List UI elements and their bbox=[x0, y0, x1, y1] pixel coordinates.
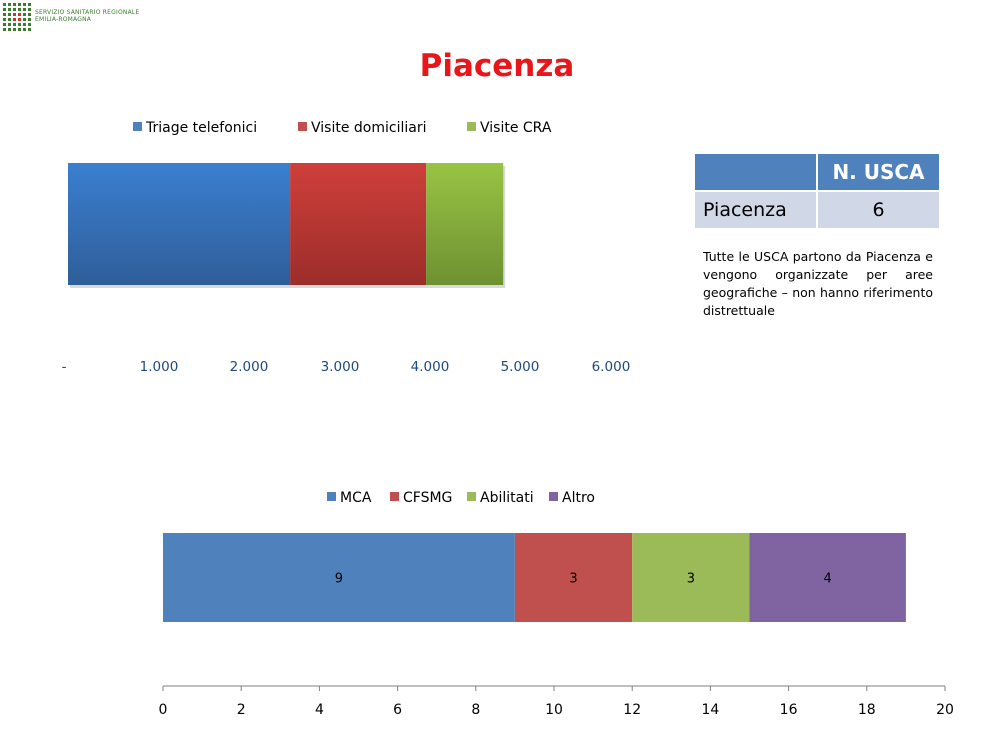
bar-altro bbox=[749, 533, 906, 622]
data-label-abilitati: 3 bbox=[687, 572, 695, 587]
legend-swatch-mca bbox=[327, 492, 336, 501]
x-tick-label: 5.000 bbox=[501, 359, 540, 375]
bar-abilitati bbox=[632, 533, 750, 622]
legend-swatch-triage bbox=[133, 122, 142, 131]
org-line-2: EMILIA-ROMAGNA bbox=[35, 16, 92, 23]
bar-visite-domiciliari bbox=[290, 163, 427, 285]
data-label-altro: 4 bbox=[824, 572, 832, 587]
bar-visite-cra bbox=[426, 163, 504, 285]
legend-label-triage: Triage telefonici bbox=[145, 120, 257, 136]
bar-triage bbox=[68, 163, 291, 285]
x-tick-label: 10 bbox=[545, 702, 563, 718]
usca-note: Tutte le USCA partono da Piacenza e veng… bbox=[703, 249, 933, 318]
legend-label-cfsmg: CFSMG bbox=[403, 490, 452, 506]
legend-swatch-altro bbox=[549, 492, 558, 501]
legend-swatch-visite-domiciliari bbox=[298, 122, 307, 131]
usca-table: N. USCA Piacenza 6 bbox=[693, 152, 941, 230]
x-tick-label: 1.000 bbox=[140, 359, 179, 375]
legend-label-mca: MCA bbox=[340, 490, 372, 506]
x-tick-label: 14 bbox=[701, 702, 719, 718]
x-tick-label: 4.000 bbox=[411, 359, 450, 375]
page-title: Piacenza bbox=[419, 48, 575, 84]
x-tick-label: 3.000 bbox=[321, 359, 360, 375]
legend-label-visite-domiciliari: Visite domiciliari bbox=[311, 120, 426, 136]
legend-swatch-cfsmg bbox=[390, 492, 399, 501]
x-tick-label: 0 bbox=[159, 702, 168, 718]
data-label-mca: 9 bbox=[335, 572, 343, 587]
legend-label-altro: Altro bbox=[562, 490, 595, 506]
x-tick-label: 16 bbox=[780, 702, 798, 718]
x-tick-label: - bbox=[62, 359, 67, 375]
org-line-1: SERVIZIO SANITARIO REGIONALE bbox=[35, 9, 140, 16]
x-tick-label: 8 bbox=[471, 702, 480, 718]
bar-mca bbox=[163, 533, 515, 622]
legend-label-visite-cra: Visite CRA bbox=[480, 120, 552, 136]
legend-label-abilitati: Abilitati bbox=[480, 490, 534, 506]
x-tick-label: 2 bbox=[237, 702, 246, 718]
x-tick-label: 6.000 bbox=[592, 359, 631, 375]
org-name: SERVIZIO SANITARIO REGIONALE EMILIA-ROMA… bbox=[35, 9, 139, 23]
bar-cfsmg bbox=[514, 533, 633, 622]
x-tick-label: 12 bbox=[623, 702, 641, 718]
table-header-usca: N. USCA bbox=[816, 152, 941, 192]
legend-swatch-abilitati bbox=[467, 492, 476, 501]
table-row-value: 6 bbox=[816, 190, 941, 230]
x-tick-label: 18 bbox=[858, 702, 876, 718]
table-header-blank bbox=[693, 152, 818, 192]
x-tick-label: 4 bbox=[315, 702, 324, 718]
data-label-cfsmg: 3 bbox=[569, 572, 577, 587]
table-row-label: Piacenza bbox=[693, 190, 818, 230]
x-tick-label: 6 bbox=[393, 702, 402, 718]
x-tick-label: 2.000 bbox=[230, 359, 269, 375]
x-tick-label: 20 bbox=[936, 702, 954, 718]
ssr-logo-icon bbox=[3, 3, 31, 31]
legend-swatch-visite-cra bbox=[467, 122, 476, 131]
